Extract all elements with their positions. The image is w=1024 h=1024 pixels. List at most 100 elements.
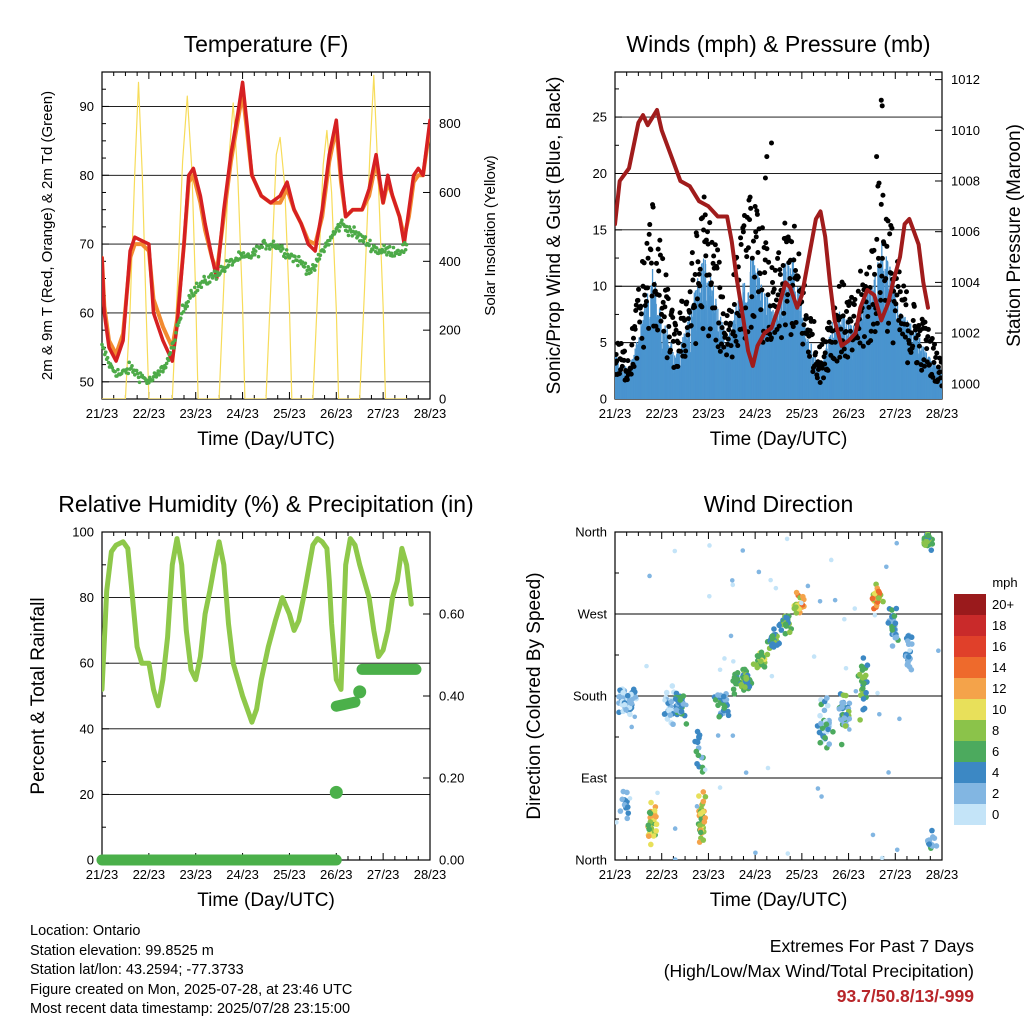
gust-point bbox=[710, 260, 716, 266]
gust-point bbox=[687, 289, 693, 295]
direction-point bbox=[879, 855, 885, 860]
gust-point bbox=[880, 192, 886, 198]
dewpoint-point bbox=[367, 243, 371, 248]
y-tick-label: 80 bbox=[80, 168, 94, 183]
dewpoint-point bbox=[267, 247, 272, 251]
dewpoint-point bbox=[327, 238, 332, 243]
dewpoint-point bbox=[354, 230, 358, 234]
panel-title: Wind Direction bbox=[704, 491, 854, 517]
x-tick-label: 21/23 bbox=[86, 867, 119, 882]
direction-point bbox=[746, 683, 753, 690]
y-tick-label: 100 bbox=[72, 525, 94, 540]
gust-point bbox=[872, 271, 878, 277]
gust-point bbox=[717, 285, 723, 291]
gust-point bbox=[901, 283, 907, 289]
y2-axis-label: Station Pressure (Maroon) bbox=[1004, 124, 1024, 347]
dewpoint-point bbox=[333, 230, 338, 234]
gust-point bbox=[870, 321, 876, 327]
direction-point bbox=[694, 804, 700, 809]
direction-point bbox=[853, 688, 859, 694]
gust-point bbox=[682, 353, 688, 359]
gust-point bbox=[682, 317, 688, 323]
direction-point bbox=[846, 715, 853, 722]
gust-point bbox=[662, 304, 668, 310]
station-elevation: Station elevation: 99.8525 m bbox=[30, 942, 214, 959]
direction-point bbox=[928, 547, 935, 553]
gust-point bbox=[916, 322, 922, 328]
direction-point bbox=[782, 621, 789, 628]
direction-point bbox=[662, 697, 667, 703]
gust-point bbox=[753, 229, 759, 235]
dewpoint-point bbox=[306, 265, 310, 269]
gust-point bbox=[909, 330, 915, 336]
gust-point bbox=[929, 335, 935, 341]
dewpoint-point bbox=[241, 251, 246, 255]
direction-point bbox=[877, 711, 882, 717]
y-tick-label: 15 bbox=[593, 222, 607, 237]
direction-point bbox=[832, 597, 838, 603]
gust-point bbox=[692, 304, 698, 310]
gust-point bbox=[874, 236, 880, 242]
gust-point bbox=[937, 355, 942, 361]
dewpoint-point bbox=[344, 224, 349, 229]
gust-point bbox=[702, 212, 708, 218]
gust-point bbox=[712, 305, 718, 311]
gust-point bbox=[910, 343, 916, 349]
dewpoint-point bbox=[356, 234, 360, 238]
direction-point bbox=[730, 582, 736, 588]
pressure-axis-tick-label: 1002 bbox=[951, 326, 980, 341]
gust-point bbox=[768, 140, 774, 146]
gust-point bbox=[925, 326, 931, 332]
dewpoint-point bbox=[182, 304, 187, 308]
gust-point bbox=[689, 250, 695, 256]
direction-point bbox=[731, 691, 738, 697]
gust-point bbox=[893, 301, 899, 307]
gust-point bbox=[782, 220, 788, 226]
gust-point bbox=[641, 344, 647, 350]
dewpoint-point bbox=[361, 239, 366, 244]
gust-point bbox=[741, 223, 747, 229]
direction-point bbox=[823, 721, 830, 728]
gust-point bbox=[865, 314, 871, 320]
direction-point bbox=[702, 793, 709, 800]
direction-point bbox=[655, 790, 660, 796]
gust-point bbox=[817, 380, 823, 386]
direction-point bbox=[838, 741, 845, 748]
gust-point bbox=[758, 307, 764, 313]
gust-point bbox=[656, 292, 662, 298]
gust-point bbox=[763, 240, 769, 246]
gust-point bbox=[762, 270, 768, 276]
gust-point bbox=[801, 322, 807, 328]
gust-point bbox=[701, 227, 707, 233]
x-axis-label: Time (Day/UTC) bbox=[710, 890, 848, 911]
gust-point bbox=[646, 231, 652, 237]
dewpoint-point bbox=[186, 299, 191, 304]
gust-point bbox=[819, 365, 825, 371]
gust-point bbox=[752, 274, 758, 280]
direction-point bbox=[722, 656, 727, 661]
gust-point bbox=[844, 309, 850, 315]
gust-point bbox=[690, 277, 696, 283]
legend-label: 0 bbox=[992, 807, 999, 822]
direction-point bbox=[700, 789, 707, 795]
direction-point bbox=[817, 739, 824, 746]
gust-point bbox=[938, 375, 942, 381]
gust-point bbox=[796, 251, 802, 257]
dewpoint-point bbox=[371, 247, 375, 252]
gust-point bbox=[861, 334, 867, 340]
direction-point bbox=[663, 689, 670, 696]
dewpoint-point bbox=[181, 309, 186, 314]
dewpoint-point bbox=[102, 346, 106, 351]
x-tick-label: 22/23 bbox=[133, 406, 166, 421]
gust-point bbox=[618, 341, 624, 347]
gust-point bbox=[814, 375, 820, 381]
gust-point bbox=[822, 350, 828, 356]
solar-axis-tick-label: 600 bbox=[439, 185, 461, 200]
direction-point bbox=[707, 593, 712, 599]
y-tick-label: 20 bbox=[593, 166, 607, 181]
gust-point bbox=[685, 332, 691, 338]
direction-point bbox=[717, 667, 723, 673]
direction-point bbox=[769, 673, 775, 679]
panel-humidity bbox=[101, 531, 431, 861]
